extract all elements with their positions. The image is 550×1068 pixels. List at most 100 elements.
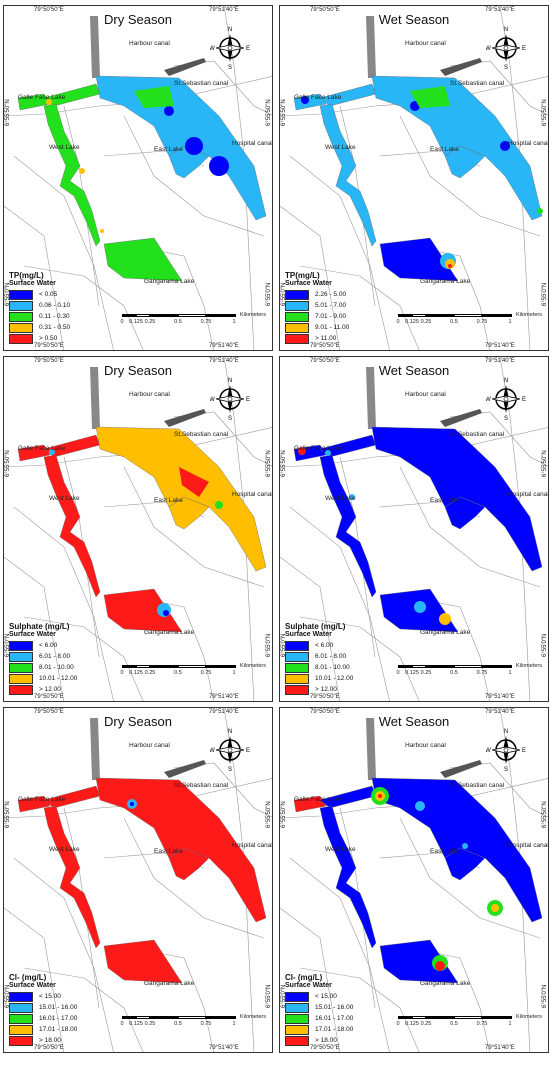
scale-tick-label: 0.25 <box>420 670 432 676</box>
compass-e: E <box>246 46 250 52</box>
place-galle-face-lake: Galle Face Lake <box>18 796 66 803</box>
scale-tick-label: 0.125 <box>129 319 143 325</box>
place-hospital-canal: Hospital canal <box>232 491 273 498</box>
lon-label-left: 79°50'50"E <box>310 358 340 364</box>
scale-bar: 0 0.125 0.25 0.5 0.75 1 Kilometers <box>396 312 542 332</box>
legend-subtitle: Surface Water <box>9 280 56 287</box>
lake-water <box>17 75 267 282</box>
scale-tick-label: 0.75 <box>476 670 488 676</box>
scale-seg <box>454 1016 482 1019</box>
place-east-lake: East Lake <box>154 848 183 855</box>
scale-bar: 0 0.125 0.25 0.5 0.75 1 Kilometers <box>120 312 266 332</box>
legend-label: < 15.00 <box>39 993 61 1000</box>
scale-tick-label: 0.125 <box>129 1021 143 1027</box>
road-network <box>4 6 272 350</box>
lake-westlake <box>319 454 377 598</box>
lon-label-right: 79°51'40"E <box>209 358 239 364</box>
place-st-sebastian-canal: St.Sebastian canal <box>450 80 505 87</box>
harbour-canal <box>90 367 100 429</box>
scale-tick-label: 0.5 <box>174 670 182 676</box>
place-west-lake: West Lake <box>49 495 80 502</box>
legend-swatch <box>9 662 33 673</box>
legend-swatch <box>9 311 33 322</box>
lake-galle <box>17 444 51 462</box>
compass-e: E <box>522 397 526 403</box>
lon-label-left-bottom: 79°50'50"E <box>34 343 64 349</box>
lake-eastarm <box>444 496 486 530</box>
legend-label: 0.11 - 0.30 <box>39 313 70 320</box>
legend-label: > 12.00 <box>39 686 61 693</box>
legend-title: Cl- (mg/L) <box>9 973 47 982</box>
scale-unit: Kilometers <box>516 312 542 318</box>
scale-tick-label: 0 <box>120 1021 124 1027</box>
place-st-sebastian-canal: St.Sebastian canal <box>174 431 229 438</box>
lake-westlake <box>43 103 101 247</box>
lake-ganga <box>379 237 459 282</box>
legend-label: 0.31 - 0.50 <box>39 324 71 331</box>
scale-seg <box>398 665 412 668</box>
lon-label-right: 79°51'40"E <box>209 7 239 13</box>
scale-tick-label: 0.5 <box>174 1021 182 1027</box>
lat-label-bottom-right: 6°55'0"N <box>266 984 272 1008</box>
legend-item: 15.01 - 16.00 <box>285 1002 353 1013</box>
compass-e: E <box>522 748 526 754</box>
map-panel-5: Dry Season 79°50'50"E 79°51'40"E 79°50'5… <box>3 707 273 1053</box>
lake-water <box>293 426 543 633</box>
season-title: Wet Season <box>378 714 450 729</box>
legend-label: > 18.00 <box>315 1037 337 1044</box>
lat-label-top: 6°55'50"N <box>281 801 287 828</box>
scale-tick-label: 0 <box>396 1021 400 1027</box>
legend-swatch <box>285 311 309 322</box>
scale-tick-label: 0.5 <box>450 670 458 676</box>
season-title: Wet Season <box>378 12 450 27</box>
lon-label-right-bottom: 79°51'40"E <box>485 343 515 349</box>
compass-w: W <box>210 397 215 403</box>
compass-e: E <box>246 397 250 403</box>
legend-label: 8.01 - 10.00 <box>315 664 350 671</box>
place-st-sebastian-canal: St.Sebastian canal <box>450 782 505 789</box>
place-harbour-canal: Harbour canal <box>129 742 170 749</box>
lake-water <box>17 426 267 633</box>
lat-label-top-right: 6°55'50"N <box>542 450 548 477</box>
legend-swatch <box>285 651 309 662</box>
lon-label-right-bottom: 79°51'40"E <box>209 343 239 349</box>
place-west-lake: West Lake <box>49 144 80 151</box>
concentration-spot <box>298 447 306 455</box>
place-gangarama-lake: Gangarama Lake <box>144 629 195 636</box>
concentration-spot <box>215 501 223 509</box>
place-east-lake: East Lake <box>430 497 459 504</box>
compass-s: S <box>228 416 232 421</box>
season-title: Wet Season <box>378 363 450 378</box>
concentration-spot <box>435 961 445 971</box>
legend-item: 5.01 - 7.00 <box>285 300 349 311</box>
scale-seg <box>482 314 510 317</box>
lake-galle <box>17 795 51 813</box>
lon-label-left-bottom: 79°50'50"E <box>310 343 340 349</box>
legend-item: 10.01 - 12.00 <box>285 673 353 684</box>
concentration-spot <box>79 168 85 174</box>
scale-seg <box>412 1016 426 1019</box>
compass-n: N <box>504 27 508 33</box>
lake-westlake <box>319 805 377 949</box>
scale-seg <box>136 1016 150 1019</box>
place-west-lake: West Lake <box>325 495 356 502</box>
legend-swatch <box>9 651 33 662</box>
legend-item: 16.01 - 17.00 <box>285 1013 353 1024</box>
concentration-spot <box>439 613 451 625</box>
map-panel-1: Dry Season 79°50'50"E 79°51'40"E 79°50'5… <box>3 5 273 351</box>
place-hospital-canal: Hospital canal <box>508 140 549 147</box>
scale-bar: 0 0.125 0.25 0.5 0.75 1 Kilometers <box>120 1014 266 1034</box>
scale-unit: Kilometers <box>240 312 266 318</box>
scale-tick-label: 0.125 <box>405 319 419 325</box>
legend-label: 17.01 - 18.00 <box>315 1026 354 1033</box>
legend-label: 0.06 - 0.10 <box>39 302 71 309</box>
st-sebastian-canal <box>164 760 206 778</box>
place-east-lake: East Lake <box>154 146 183 153</box>
lat-label-bottom-right: 6°55'0"N <box>542 282 548 306</box>
compass-w: W <box>486 46 491 52</box>
legend-rows: 2.26 - 5.00 5.01 - 7.00 7.01 - 9.00 9.01 - … <box>285 289 349 344</box>
place-harbour-canal: Harbour canal <box>405 742 446 749</box>
legend-subtitle: Surface Water <box>9 631 56 638</box>
scale-seg <box>412 665 426 668</box>
scale-seg <box>206 1016 234 1019</box>
